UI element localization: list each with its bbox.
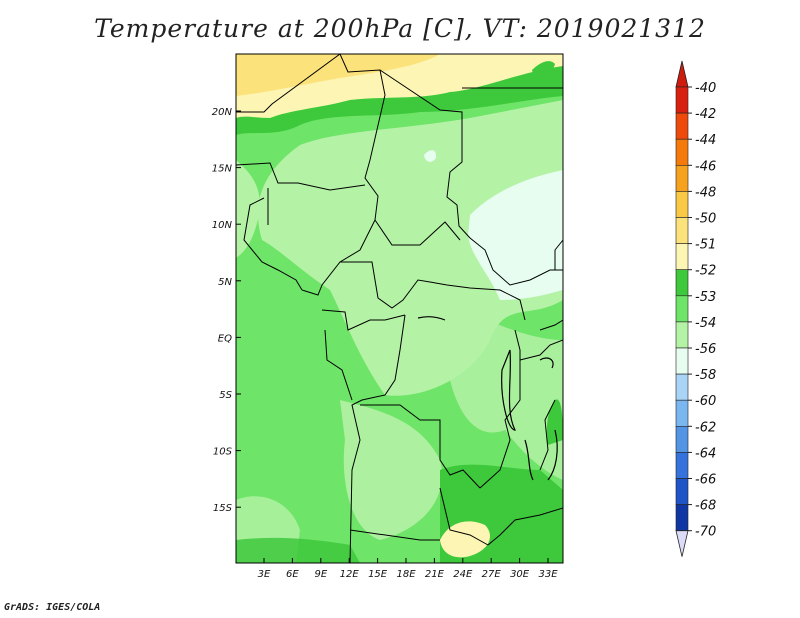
- map-frame: [235, 53, 564, 564]
- colorbar-bottom-arrow: [675, 530, 689, 557]
- colorbar-swatch: [675, 347, 689, 375]
- colorbar-top-arrow: [675, 60, 689, 88]
- colorbar-label: -53: [695, 290, 716, 305]
- colorbar-label: -64: [695, 446, 716, 461]
- colorbar-swatch: [675, 478, 689, 505]
- lon-label: 33E: [538, 569, 558, 580]
- lat-label: 20N: [212, 107, 233, 118]
- colorbar-swatch: [675, 269, 689, 297]
- colorbar-label: -56: [695, 342, 716, 357]
- lon-label: 12E: [340, 569, 360, 580]
- colorbar-swatch: [675, 504, 689, 532]
- colorbar-swatch: [675, 112, 689, 140]
- colorbar-swatch: [675, 425, 689, 453]
- lon-label: 9E: [314, 569, 327, 580]
- lat-label: 15N: [212, 164, 233, 175]
- colorbar-label: -48: [695, 185, 716, 200]
- colorbar: -40 -42 -44 -46 -48 -50 -51 -52 -53 -54 -56 -58 -60 -…: [675, 60, 716, 557]
- lon-label: 3E: [258, 569, 271, 580]
- colorbar-swatch: [675, 452, 689, 479]
- colorbar-label: -70: [695, 525, 716, 540]
- colorbar-swatch: [675, 321, 689, 349]
- lon-label: 27E: [482, 569, 502, 580]
- colorbar-label: -52: [695, 264, 716, 279]
- colorbar-swatch: [675, 217, 689, 244]
- map-title: Temperature at 200hPa [C], VT: 201902131…: [94, 14, 706, 43]
- colorbar-swatch: [675, 138, 689, 166]
- colorbar-swatch: [675, 373, 689, 401]
- colorbar-label: -40: [695, 81, 716, 96]
- colorbar-label: -44: [695, 133, 716, 148]
- lat-label: 5N: [218, 277, 232, 288]
- colorbar-label: -51: [695, 238, 716, 253]
- longitude-axis: 3E 6E 9E 12E 15E 18E 21E 24E 27E 30E 33E: [258, 558, 558, 580]
- lat-label: 5S: [219, 390, 232, 401]
- colorbar-swatch: [675, 165, 689, 192]
- latitude-axis: 20N 15N 10N 5N EQ 5S 10S 15S: [212, 107, 241, 514]
- lat-label: 10S: [213, 447, 233, 458]
- colorbar-label: -62: [695, 420, 716, 435]
- lon-label: 30E: [510, 569, 530, 580]
- colorbar-swatch: [675, 399, 689, 427]
- colorbar-label: -46: [695, 159, 716, 174]
- lon-label: 18E: [396, 569, 416, 580]
- colorbar-swatch: [675, 295, 689, 323]
- colorbar-swatch: [675, 243, 689, 271]
- lon-label: 6E: [286, 569, 299, 580]
- lon-label: 21E: [425, 569, 445, 580]
- lon-label: 15E: [368, 569, 388, 580]
- lat-label: 10N: [212, 220, 233, 231]
- colorbar-label: -68: [695, 499, 716, 514]
- colorbar-swatch: [675, 191, 689, 218]
- lat-label: 15S: [213, 503, 233, 514]
- lake-outlines: [417, 316, 558, 481]
- lat-label: EQ: [218, 333, 232, 344]
- colorbar-label: -50: [695, 212, 716, 227]
- lon-label: 24E: [453, 569, 473, 580]
- colorbar-swatch: [675, 86, 689, 114]
- colorbar-label: -58: [695, 368, 716, 383]
- colorbar-label: -54: [695, 316, 716, 331]
- colorbar-label: -66: [695, 473, 716, 488]
- colorbar-label: -60: [695, 394, 716, 409]
- country-borders: [236, 54, 563, 563]
- colorbar-label: -42: [695, 107, 716, 122]
- temperature-field: [236, 54, 563, 563]
- grads-credit: GrADS: IGES/COLA: [4, 602, 101, 613]
